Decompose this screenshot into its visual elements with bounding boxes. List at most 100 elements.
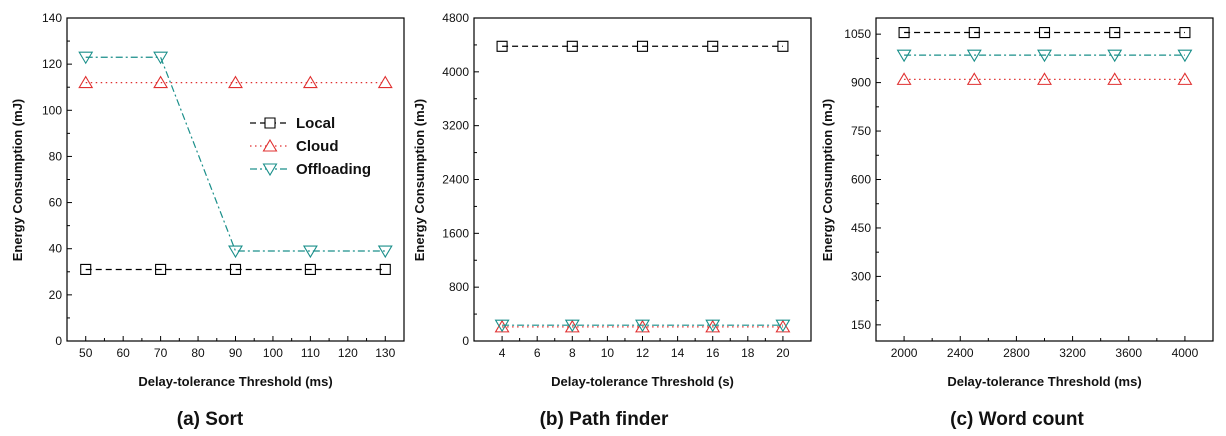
x-tick-label: 2800 bbox=[1003, 346, 1030, 360]
data-point-local bbox=[707, 40, 719, 52]
x-tick-label: 60 bbox=[116, 346, 130, 360]
data-point-local bbox=[379, 263, 391, 276]
x-tick-label: 8 bbox=[569, 346, 576, 360]
x-tick-label: 4 bbox=[499, 346, 506, 360]
y-tick-label: 900 bbox=[851, 76, 871, 90]
y-tick-label: 120 bbox=[42, 57, 62, 71]
legend-marker bbox=[264, 117, 276, 129]
data-point-local bbox=[1038, 26, 1051, 39]
data-point-local bbox=[777, 40, 789, 52]
data-point-local bbox=[1109, 26, 1121, 39]
legend-label: Cloud bbox=[296, 138, 339, 155]
data-point-offloading bbox=[377, 245, 393, 259]
y-tick-label: 450 bbox=[851, 221, 871, 235]
y-tick-label: 750 bbox=[851, 124, 871, 138]
data-point-cloud bbox=[78, 75, 94, 89]
plot-frame bbox=[473, 17, 812, 342]
chart-caption: (b) Path finder bbox=[540, 409, 669, 430]
data-point-local bbox=[898, 26, 910, 39]
chart-caption: (c) Word count bbox=[950, 409, 1084, 430]
y-tick-label: 4000 bbox=[442, 65, 469, 79]
x-tick-label: 12 bbox=[636, 346, 650, 360]
x-tick-label: 20 bbox=[776, 346, 790, 360]
data-point-offloading bbox=[966, 49, 982, 63]
data-point-offloading bbox=[564, 319, 580, 333]
data-point-offloading bbox=[1037, 49, 1052, 63]
data-point-local bbox=[636, 40, 649, 52]
data-point-local bbox=[496, 40, 508, 52]
data-point-offloading bbox=[228, 245, 243, 259]
data-point-local bbox=[968, 26, 980, 39]
legend-marker bbox=[262, 163, 278, 177]
x-tick-label: 90 bbox=[229, 346, 243, 360]
data-point-offloading bbox=[494, 319, 510, 333]
x-tick-label: 50 bbox=[79, 346, 93, 360]
x-axis-label: Delay-tolerance Threshold (s) bbox=[551, 374, 734, 389]
data-point-cloud bbox=[302, 75, 318, 89]
plot-frame bbox=[66, 17, 405, 342]
data-point-offloading bbox=[705, 319, 721, 333]
x-tick-label: 110 bbox=[301, 346, 320, 360]
y-tick-label: 40 bbox=[49, 242, 63, 256]
y-axis-label: Energy Consumption (mJ) bbox=[10, 99, 25, 262]
data-point-local bbox=[80, 263, 92, 276]
data-point-offloading bbox=[1107, 49, 1123, 63]
data-point-cloud bbox=[966, 72, 982, 85]
x-tick-label: 130 bbox=[375, 346, 395, 360]
y-tick-label: 300 bbox=[851, 269, 871, 283]
y-tick-label: 0 bbox=[55, 334, 62, 348]
series-line-offloading bbox=[85, 56, 386, 252]
y-axis-label: Energy Consumption (mJ) bbox=[820, 99, 835, 262]
x-axis-label: Delay-tolerance Threshold (ms) bbox=[138, 374, 332, 389]
plot-frame bbox=[875, 17, 1214, 342]
chart-panel-1: 0 20 40 60 80 100 120 140 50 60 70 80 90 100 110 120 130… bbox=[10, 11, 405, 430]
data-point-cloud bbox=[1177, 72, 1193, 85]
data-point-local bbox=[304, 263, 316, 276]
y-tick-label: 140 bbox=[42, 11, 62, 25]
data-point-offloading bbox=[896, 49, 912, 63]
x-tick-label: 80 bbox=[191, 346, 205, 360]
chart-caption: (a) Sort bbox=[177, 409, 244, 430]
y-tick-label: 3200 bbox=[442, 119, 469, 133]
data-point-offloading bbox=[78, 51, 94, 65]
y-tick-label: 1600 bbox=[442, 226, 469, 240]
x-tick-label: 18 bbox=[741, 346, 755, 360]
x-tick-label: 4000 bbox=[1172, 346, 1199, 360]
x-tick-label: 2400 bbox=[947, 346, 974, 360]
data-point-offloading bbox=[302, 245, 318, 259]
x-tick-label: 14 bbox=[671, 346, 685, 360]
y-tick-label: 150 bbox=[851, 318, 871, 332]
legend-label: Local bbox=[296, 115, 335, 132]
y-tick-label: 0 bbox=[462, 334, 469, 348]
y-tick-label: 20 bbox=[49, 288, 63, 302]
chart-panel-2: 0 800 1600 2400 3200 4000 4800 4 6 8 10 12 14 16 18 20 D… bbox=[412, 11, 812, 430]
data-point-local bbox=[566, 40, 578, 52]
data-point-cloud bbox=[1037, 72, 1052, 85]
y-tick-label: 80 bbox=[49, 149, 63, 163]
data-point-cloud bbox=[228, 75, 243, 89]
y-tick-label: 600 bbox=[851, 173, 871, 187]
y-tick-label: 2400 bbox=[442, 173, 469, 187]
x-tick-label: 16 bbox=[706, 346, 720, 360]
y-tick-label: 4800 bbox=[442, 11, 469, 25]
x-tick-label: 2000 bbox=[891, 346, 918, 360]
data-point-cloud bbox=[1107, 72, 1123, 85]
legend-label: Offloading bbox=[296, 161, 371, 178]
y-tick-label: 800 bbox=[449, 280, 469, 294]
y-axis-label: Energy Consumption (mJ) bbox=[412, 99, 427, 262]
data-point-cloud bbox=[896, 72, 912, 85]
data-point-cloud bbox=[153, 75, 169, 89]
data-point-offloading bbox=[775, 319, 791, 333]
x-tick-label: 3600 bbox=[1115, 346, 1142, 360]
legend-marker bbox=[262, 138, 278, 152]
data-point-local bbox=[155, 263, 167, 276]
legend: Local Cloud Offloading bbox=[250, 115, 371, 178]
y-tick-label: 1050 bbox=[844, 27, 871, 41]
data-point-offloading bbox=[1177, 49, 1193, 63]
y-tick-label: 60 bbox=[49, 196, 63, 210]
x-tick-label: 3200 bbox=[1059, 346, 1086, 360]
x-tick-label: 120 bbox=[338, 346, 358, 360]
chart-panel-3: 150 300 450 600 750 900 1050 2000 2400 2800 3200 36… bbox=[820, 17, 1214, 430]
x-tick-label: 70 bbox=[154, 346, 168, 360]
data-point-local bbox=[229, 263, 242, 276]
